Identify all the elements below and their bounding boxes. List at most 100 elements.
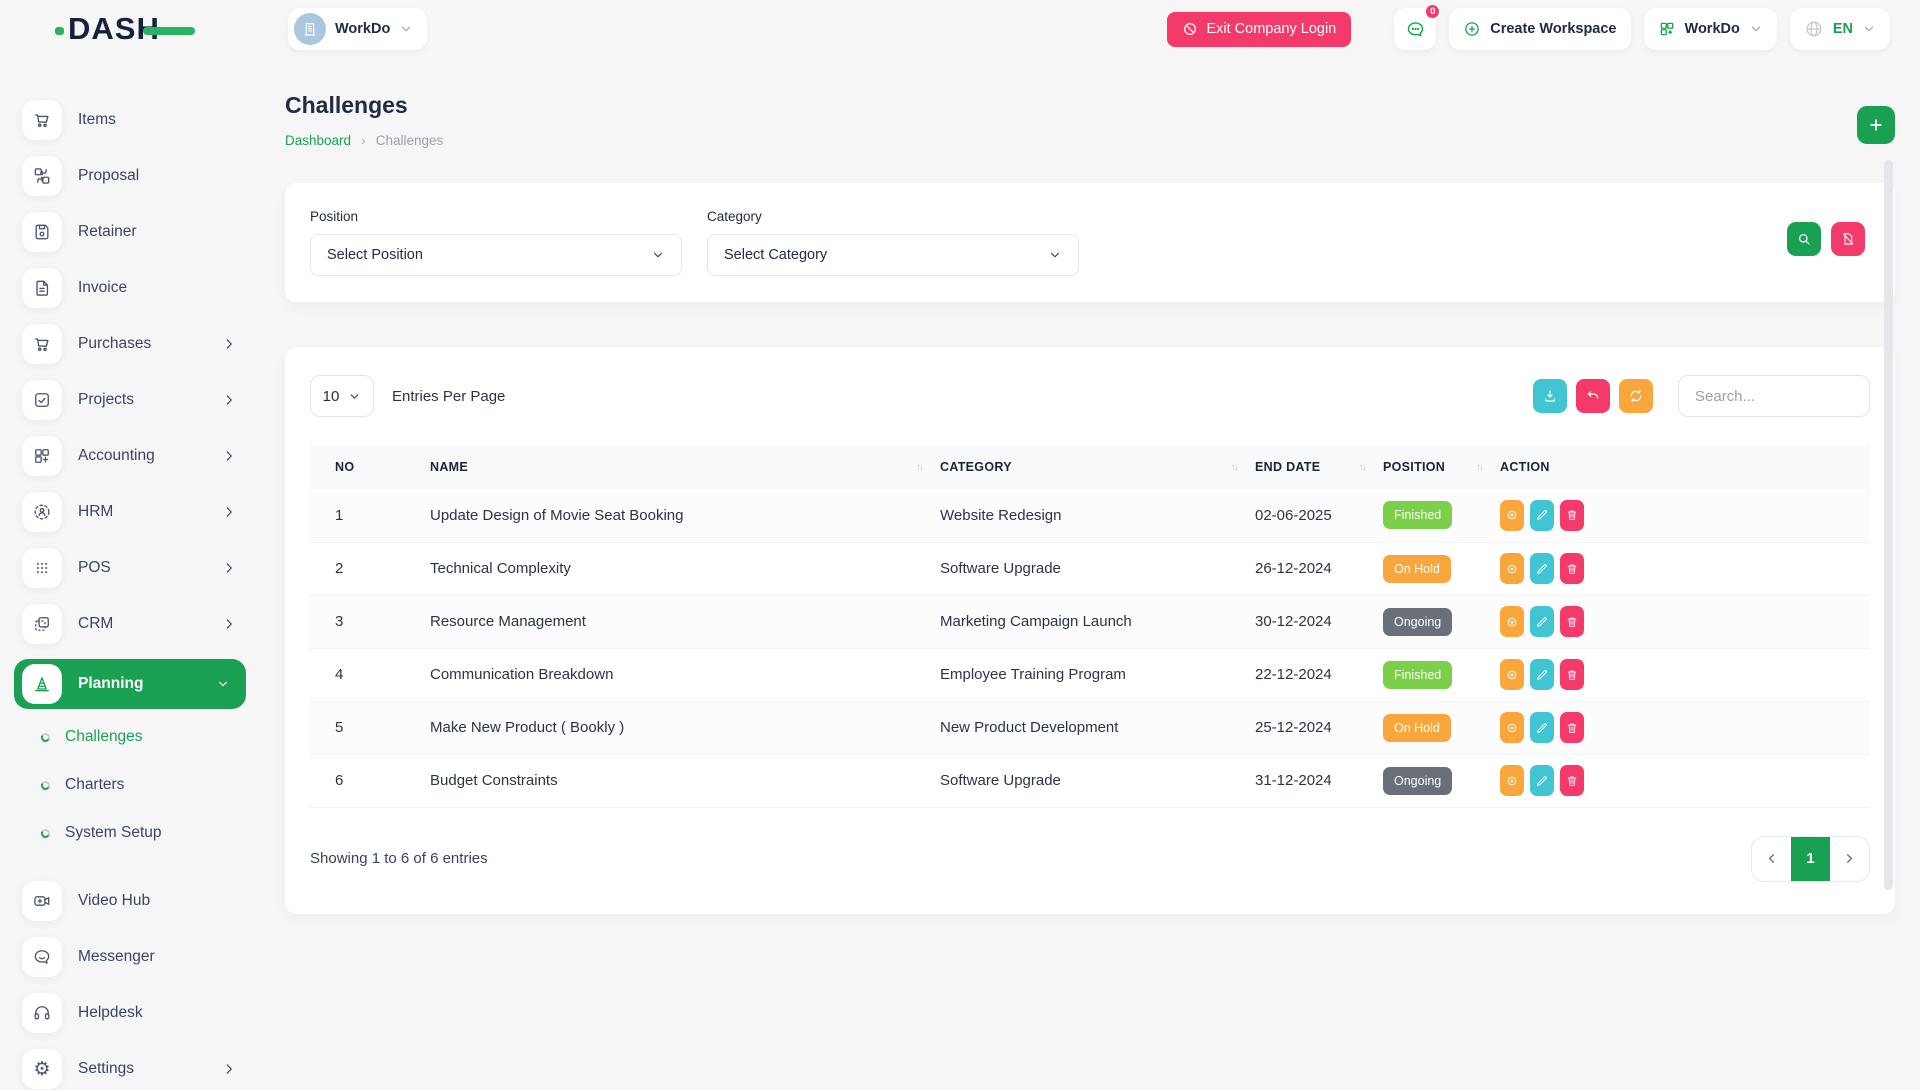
cell-name: Resource Management	[430, 595, 940, 648]
sort-icon[interactable]: ↑↓	[1359, 462, 1365, 473]
messages-button[interactable]: 0	[1394, 8, 1436, 50]
sidebar-item-video-hub[interactable]: Video Hub	[22, 880, 240, 922]
breadcrumb-dashboard-link[interactable]: Dashboard	[285, 133, 351, 148]
topbar: DASH WorkDo Exit Company Login 0 Create …	[0, 0, 1920, 58]
cell-name: Update Design of Movie Seat Booking	[430, 489, 940, 542]
sidebar-item-helpdesk[interactable]: Helpdesk	[22, 992, 240, 1034]
view-button[interactable]	[1500, 606, 1524, 637]
apply-filter-button[interactable]	[1787, 222, 1821, 256]
add-challenge-button[interactable]	[1857, 106, 1895, 144]
dash-logo[interactable]: DASH	[55, 11, 205, 49]
table-row: 4 Communication Breakdown Employee Train…	[310, 648, 1870, 701]
user-scan-icon	[22, 492, 62, 532]
workspace-switcher[interactable]: WorkDo	[288, 8, 427, 50]
sidebar-item-proposal[interactable]: Proposal	[22, 155, 240, 197]
table-row: 6 Budget Constraints Software Upgrade 31…	[310, 754, 1870, 807]
position-badge: Ongoing	[1383, 608, 1452, 636]
sidebar-item-messenger[interactable]: Messenger	[22, 936, 240, 978]
sidebar: Items Proposal Retainer Invoice Purchase…	[0, 58, 260, 1080]
column-header-end-date: END DATE↑↓	[1255, 445, 1383, 489]
sort-icon[interactable]: ↑↓	[916, 462, 922, 473]
sidebar-item-invoice[interactable]: Invoice	[22, 267, 240, 309]
refresh-button[interactable]	[1619, 379, 1653, 413]
position-badge: Finished	[1383, 661, 1452, 689]
sidebar-item-planning[interactable]: Planning	[14, 659, 246, 709]
create-workspace-button[interactable]: Create Workspace	[1449, 8, 1630, 50]
table-search-input[interactable]	[1678, 375, 1870, 417]
table-row: 5 Make New Product ( Bookly ) New Produc…	[310, 701, 1870, 754]
edit-button[interactable]	[1530, 500, 1554, 531]
language-dropdown[interactable]: EN	[1790, 8, 1890, 50]
view-button[interactable]	[1500, 659, 1524, 690]
export-button[interactable]	[1533, 379, 1567, 413]
sidebar-item-label: Invoice	[78, 279, 127, 297]
category-select[interactable]: Select Category	[707, 234, 1079, 276]
table-footer: Showing 1 to 6 of 6 entries 1	[310, 836, 1870, 882]
sidebar-item-crm[interactable]: CRM	[22, 603, 240, 645]
sort-icon[interactable]: ↑↓	[1231, 462, 1237, 473]
exit-company-login-button[interactable]: Exit Company Login	[1167, 12, 1351, 47]
sidebar-subitem-charters[interactable]: Charters	[41, 769, 260, 801]
edit-button[interactable]	[1530, 659, 1554, 690]
sidebar-item-pos[interactable]: POS	[22, 547, 240, 589]
undo-button[interactable]	[1576, 379, 1610, 413]
cart-icon	[22, 100, 62, 140]
sidebar-item-hrm[interactable]: HRM	[22, 491, 240, 533]
table-toolbar-actions	[1533, 375, 1870, 417]
sidebar-item-settings[interactable]: ⚙ Settings	[22, 1048, 240, 1090]
sidebar-item-retainer[interactable]: Retainer	[22, 211, 240, 253]
delete-button[interactable]	[1560, 500, 1584, 531]
language-code: EN	[1833, 21, 1853, 37]
clear-filter-button[interactable]	[1831, 222, 1865, 256]
chevron-right-icon	[222, 449, 236, 463]
view-button[interactable]	[1500, 500, 1524, 531]
sidebar-subitem-label: Challenges	[65, 728, 143, 746]
cell-no: 5	[310, 701, 430, 754]
sidebar-item-projects[interactable]: Projects	[22, 379, 240, 421]
pagination-prev-button[interactable]	[1752, 837, 1791, 881]
pagination-page-1[interactable]: 1	[1791, 837, 1830, 881]
chevron-right-icon	[222, 1062, 236, 1076]
sidebar-item-purchases[interactable]: Purchases	[22, 323, 240, 365]
sidebar-item-label: Helpdesk	[78, 1004, 143, 1022]
bullet-icon	[40, 827, 51, 838]
eye-icon	[1505, 562, 1519, 576]
download-icon	[1542, 388, 1558, 404]
grid-plus-icon	[1658, 20, 1676, 38]
page-size-select[interactable]: 10	[310, 375, 374, 417]
sidebar-item-items[interactable]: Items	[22, 99, 240, 141]
sidebar-item-label: Proposal	[78, 167, 139, 185]
entries-per-page-label: Entries Per Page	[392, 388, 505, 405]
sidebar-item-accounting[interactable]: Accounting	[22, 435, 240, 477]
delete-button[interactable]	[1560, 765, 1584, 796]
table-header-row: NO NAME↑↓ CATEGORY↑↓ END DATE↑↓ POSITION…	[310, 445, 1870, 489]
edit-button[interactable]	[1530, 553, 1554, 584]
search-icon	[1796, 231, 1812, 247]
view-button[interactable]	[1500, 712, 1524, 743]
edit-button[interactable]	[1530, 712, 1554, 743]
logo-accent-bar	[143, 27, 195, 35]
sidebar-subitem-label: System Setup	[65, 824, 162, 842]
cell-category: Marketing Campaign Launch	[940, 595, 1255, 648]
sort-icon[interactable]: ↑↓	[1476, 462, 1482, 473]
sidebar-subitem-challenges[interactable]: Challenges	[41, 721, 260, 753]
pencil-icon	[1535, 562, 1549, 576]
trash-icon	[1565, 562, 1579, 576]
delete-button[interactable]	[1560, 553, 1584, 584]
delete-button[interactable]	[1560, 606, 1584, 637]
eye-icon	[1505, 721, 1519, 735]
sidebar-subitem-system-setup[interactable]: System Setup	[41, 817, 260, 849]
app-menu-dropdown[interactable]: WorkDo	[1644, 8, 1777, 50]
pagination-next-button[interactable]	[1830, 837, 1869, 881]
edit-button[interactable]	[1530, 606, 1554, 637]
view-button[interactable]	[1500, 553, 1524, 584]
edit-button[interactable]	[1530, 765, 1554, 796]
sidebar-item-label: POS	[78, 559, 111, 577]
sidebar-item-label: CRM	[78, 615, 113, 633]
page-scrollbar[interactable]	[1884, 160, 1893, 890]
table-toolbar: 10 Entries Per Page	[310, 375, 1870, 417]
position-select[interactable]: Select Position	[310, 234, 682, 276]
delete-button[interactable]	[1560, 712, 1584, 743]
view-button[interactable]	[1500, 765, 1524, 796]
delete-button[interactable]	[1560, 659, 1584, 690]
